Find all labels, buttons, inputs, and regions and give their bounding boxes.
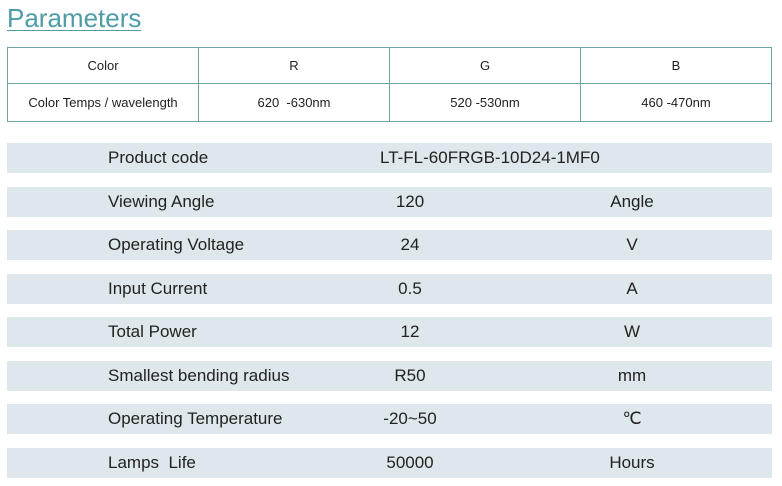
spec-label: Input Current	[108, 278, 208, 298]
table-cell: Color Temps / wavelength	[7, 83, 199, 122]
spec-value: 24	[400, 235, 420, 254]
table-cell: 620 -630nm	[198, 83, 390, 122]
spec-row: Viewing Angle 120 Angle	[7, 186, 772, 217]
table-row: Color Temps / wavelength 620 -630nm 520 -5…	[7, 83, 772, 122]
spec-row: Operating Temperature -20~50 ℃	[7, 404, 772, 434]
spec-label: Total Power	[108, 322, 197, 341]
header-cell: R	[198, 47, 390, 84]
spec-row: Smallest bending radius R50 mm	[7, 360, 772, 391]
spec-row: Total Power 12 W	[7, 317, 772, 347]
spec-value: 12	[400, 322, 420, 341]
header-cell: G	[389, 47, 581, 84]
spec-unit: mm	[617, 365, 647, 385]
header-cell: Color	[7, 47, 199, 84]
spec-label: Product code	[108, 148, 209, 167]
spec-value: R50	[394, 365, 426, 385]
spec-row: Lamps Life 50000 Hours	[7, 447, 772, 478]
spec-label: Lamps Life	[108, 452, 196, 472]
page-title: Parameters	[7, 3, 142, 33]
table-cell: 460 -470nm	[580, 83, 772, 122]
spec-row: Input Current 0.5 A	[7, 273, 772, 304]
table-cell: 520 -530nm	[389, 83, 581, 122]
spec-value: 120	[395, 191, 425, 211]
header-cell: B	[580, 47, 772, 84]
spec-row: Product code LT-FL-60FRGB-10D24-1MF0	[7, 143, 772, 173]
spec-label: Operating Voltage	[108, 235, 245, 254]
spec-label: Smallest bending radius	[108, 365, 290, 385]
spec-value: LT-FL-60FRGB-10D24-1MF0	[380, 148, 600, 167]
spec-value: 0.5	[398, 278, 422, 298]
spec-unit: Hours	[609, 452, 655, 472]
spec-unit: Angle	[610, 191, 654, 211]
spec-unit: W	[623, 322, 641, 341]
spec-label: Operating Temperature	[108, 409, 283, 428]
header-row: Color R G B	[7, 47, 772, 84]
spec-value: 50000	[386, 452, 434, 472]
color-table: Color R G B Color Temps / wavelength 620 -630…	[7, 47, 772, 122]
spec-unit: A	[626, 278, 638, 298]
spec-unit: V	[626, 235, 638, 254]
spec-unit: ℃	[622, 409, 642, 428]
spec-value: -20~50	[383, 409, 437, 428]
spec-row: Operating Voltage 24 V	[7, 230, 772, 260]
spec-label: Viewing Angle	[108, 191, 215, 211]
